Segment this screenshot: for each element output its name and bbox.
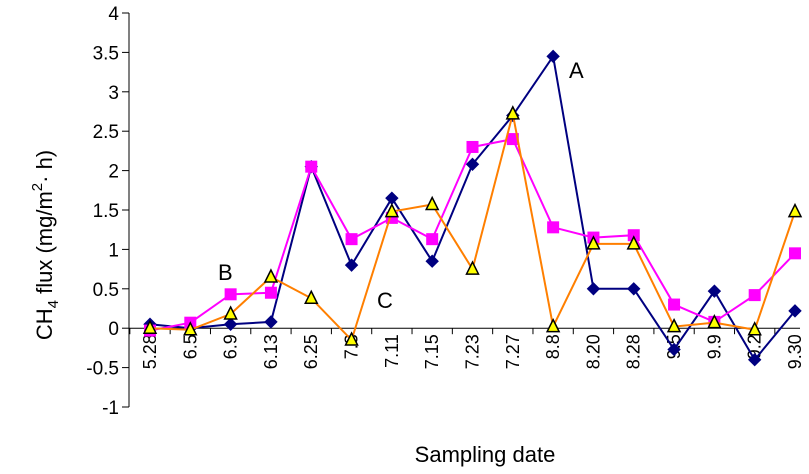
y-tick-label: 2: [108, 162, 119, 183]
x-tick-label: 8.8: [543, 334, 563, 359]
x-tick-label: 7.3: [342, 334, 362, 359]
x-tick-label: 6.9: [221, 334, 241, 359]
x-tick-label: 9.30: [785, 334, 805, 369]
data-point: [183, 321, 198, 336]
data-point: [505, 105, 521, 120]
data-point: [668, 298, 681, 311]
data-point: [787, 202, 803, 218]
series-group: [142, 49, 803, 367]
data-point: [545, 317, 561, 333]
annotation-A: A: [569, 58, 584, 83]
x-tick-label: 7.15: [422, 334, 442, 369]
data-point: [224, 288, 237, 301]
x-tick-label: 6.25: [301, 334, 321, 369]
x-tick-label: 8.20: [583, 334, 603, 369]
y-tick-label: 3: [108, 83, 119, 104]
x-tick-label: 6.13: [261, 334, 281, 369]
data-point: [385, 191, 399, 205]
x-tick-label: 7.11: [382, 334, 402, 368]
data-point: [345, 233, 358, 246]
data-point: [466, 140, 479, 153]
annotations: A B C: [218, 58, 584, 313]
y-tick-label: 0: [108, 319, 119, 340]
x-tick-label: 7.23: [463, 334, 483, 369]
annotation-C: C: [377, 288, 393, 313]
data-point: [627, 282, 641, 296]
series-C: [142, 105, 803, 346]
y-tick-label: 1.5: [93, 201, 119, 222]
data-point: [264, 286, 277, 299]
data-point: [305, 160, 318, 173]
y-axis-label: CH4 flux (mg/m2· h): [29, 150, 62, 340]
y-tick-label: -0.5: [86, 359, 119, 380]
y-tick-label: 1: [108, 240, 119, 261]
x-tick-label: 6.5: [180, 334, 200, 359]
data-point: [748, 289, 761, 302]
data-point: [626, 235, 641, 250]
data-point: [426, 233, 439, 246]
data-point: [707, 314, 722, 329]
data-point: [384, 202, 400, 218]
data-point: [344, 331, 359, 346]
x-tick-labels: 5.28 6.5 6.9 6.13 6.25 7.3 7.11 7.15 7.23 7.27 8.8…: [140, 334, 805, 369]
data-point: [264, 315, 278, 329]
data-point: [547, 221, 560, 234]
data-point: [304, 289, 319, 305]
y-tick-label: 3.5: [93, 43, 119, 64]
data-point: [344, 258, 359, 272]
y-tick-label: 0.5: [93, 280, 119, 301]
data-point: [142, 319, 158, 334]
data-point: [425, 254, 439, 268]
data-point: [788, 304, 802, 318]
data-point: [747, 353, 762, 367]
data-point: [586, 282, 601, 296]
data-point: [667, 342, 681, 357]
data-point: [223, 317, 238, 331]
data-point: [465, 260, 480, 275]
data-point: [424, 195, 440, 211]
data-point: [546, 49, 560, 64]
annotation-B: B: [218, 260, 233, 285]
data-point: [666, 317, 682, 333]
x-tick-label: 8.28: [624, 334, 644, 369]
data-point: [586, 235, 601, 250]
data-point: [789, 247, 801, 260]
data-point: [707, 284, 722, 298]
series-A: [143, 49, 802, 367]
data-point: [263, 268, 279, 283]
data-point: [465, 157, 480, 172]
y-tick-label: 2.5: [93, 122, 119, 143]
data-point: [747, 321, 762, 336]
data-point: [223, 305, 238, 320]
x-tick-label: 5.28: [140, 334, 160, 369]
x-axis-label: Sampling date: [415, 442, 556, 467]
y-tick-labels: 4 3.5 3 2.5 2 1.5 1 0.5 0 -0.5 -1: [86, 4, 119, 419]
series-B: [144, 133, 801, 337]
y-tick-label: 4: [108, 4, 119, 25]
x-tick-label: 9.9: [704, 334, 724, 359]
y-tick-label: -1: [102, 398, 119, 419]
x-tick-label: 7.27: [503, 334, 523, 369]
data-point: [506, 133, 519, 146]
